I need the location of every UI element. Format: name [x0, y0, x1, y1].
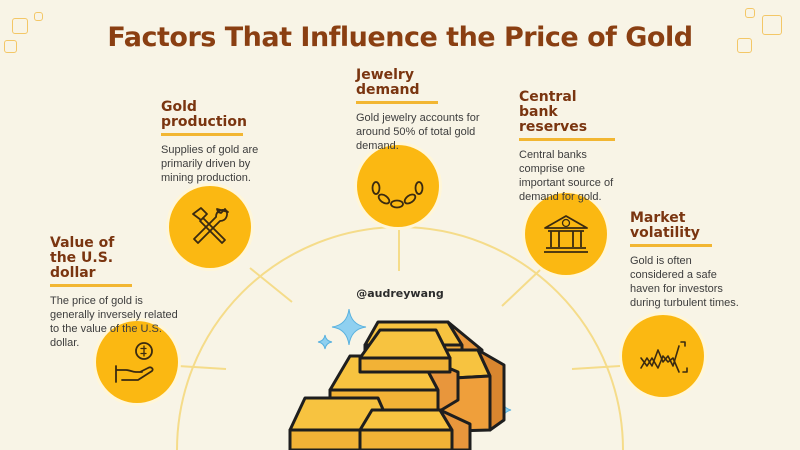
bank-icon — [544, 215, 588, 253]
hammer-wrench-icon — [192, 207, 229, 244]
decorative-square — [737, 38, 752, 53]
volatility-chart-icon — [640, 341, 688, 373]
factor-production: Gold production Supplies of gold are pri… — [161, 100, 283, 185]
factor-title: Gold production — [161, 100, 247, 136]
circle-jewelry — [354, 142, 442, 230]
circle-bank — [522, 190, 610, 278]
decorative-square — [745, 8, 755, 18]
connector-line — [249, 267, 293, 303]
decorative-square — [762, 15, 782, 35]
sparkle-icon — [317, 334, 333, 350]
chain-icon — [371, 181, 424, 209]
factor-dollar: Value of the U.S. dollar The price of go… — [50, 236, 178, 350]
factor-central-bank: Central bank reserves Central banks comp… — [519, 90, 631, 204]
decorative-square — [12, 18, 28, 34]
page-title: Factors That Influence the Price of Gold — [107, 22, 693, 53]
factor-description: The price of gold is generally inversely… — [50, 295, 178, 349]
factor-description: Gold is often considered a safe haven fo… — [630, 255, 739, 309]
sparkle-icon — [331, 308, 367, 346]
connector-line — [571, 365, 621, 370]
dollar-hand-icon — [115, 342, 154, 383]
factor-volatility: Market volatility Gold is often consider… — [630, 211, 742, 310]
factor-title: Market volatility — [630, 211, 712, 247]
decorative-square — [4, 40, 17, 53]
circle-dollar — [93, 318, 181, 406]
factor-title: Central bank reserves — [519, 90, 615, 141]
circle-volatility — [619, 312, 707, 400]
factor-description: Gold jewelry accounts for around 50% of … — [356, 112, 480, 152]
factor-jewelry: Jewelry demand Gold jewelry accounts for… — [356, 68, 486, 153]
author-handle: @audreywang — [356, 287, 444, 300]
gold-bars-icon — [288, 320, 506, 450]
connector-line — [501, 269, 541, 307]
factor-description: Central banks comprise one important sou… — [519, 149, 614, 203]
connector-line — [177, 365, 227, 370]
factor-title: Value of the U.S. dollar — [50, 236, 132, 287]
circle-production — [166, 183, 254, 271]
factor-title: Jewelry demand — [356, 68, 438, 104]
decorative-square — [34, 12, 43, 21]
factor-description: Supplies of gold are primarily driven by… — [161, 144, 259, 184]
